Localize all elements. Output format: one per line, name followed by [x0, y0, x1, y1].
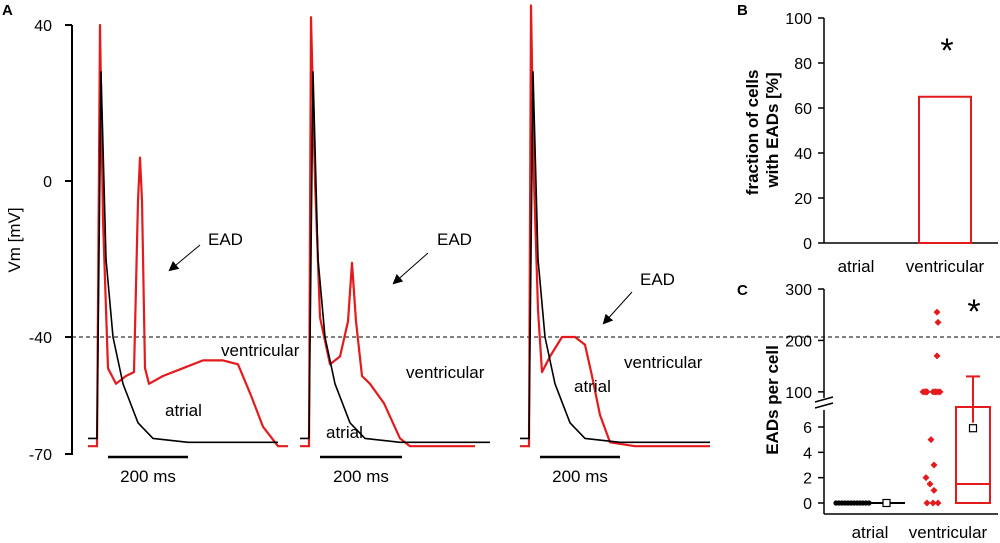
panel-a-y-ticks: 40 0 -40 -70 — [29, 18, 72, 464]
ventricular-point — [926, 480, 934, 488]
panel-b-y-ticks: 0 20 40 60 80 100 — [785, 11, 824, 253]
axis-break-marks — [814, 396, 834, 409]
ventricular-point — [936, 388, 944, 396]
atrial-trace-1 — [88, 71, 278, 444]
atrial-label-2: atrial — [326, 423, 363, 442]
ead-label-1: EAD — [208, 230, 243, 249]
atrial-label-3: atrial — [574, 377, 611, 396]
y-tick-label: 60 — [794, 101, 812, 118]
y-tick-label: 20 — [794, 191, 812, 208]
atrial-point — [866, 500, 872, 506]
ventricular-label-2: ventricular — [406, 363, 485, 382]
panel-b-bars — [918, 95, 972, 244]
ventricular-trace-1 — [88, 23, 288, 448]
panel-a: A 400-40-70 Vm [mV] 200 ms 200 ms 200 ms E… — [2, 2, 1000, 486]
panel-b: B 0 20 40 60 80 100 fraction of cells with EA… — [737, 2, 998, 276]
y-tick-label: -40 — [29, 330, 52, 347]
ventricular-point — [933, 352, 941, 360]
y-tick-label: 300 — [785, 282, 812, 299]
panel-c-y-ticks: 0 2 4 6 100 200 300 — [785, 282, 824, 513]
x-tick-label-atrial: atrial — [838, 257, 875, 276]
ead-arrow-1 — [168, 244, 201, 272]
panel-a-annotations: EAD EAD EAD ventricular atrial ventricular atr… — [165, 230, 703, 442]
axis-break-mark-bottom — [814, 402, 834, 409]
atrial-label-1: atrial — [165, 401, 202, 420]
y-tick-label: -70 — [29, 447, 52, 464]
panel-c-box-plots — [868, 375, 991, 508]
panel-b-significance-star: * — [940, 32, 953, 70]
panel-a-scalebars: 200 ms 200 ms 200 ms — [108, 455, 620, 486]
atrial-trace-3 — [520, 71, 710, 444]
ventricular-point — [927, 436, 935, 444]
ventricular-point — [922, 388, 930, 396]
ventricular-point — [934, 318, 942, 326]
panel-b-y-label: fraction of cells with EADs [%] — [743, 65, 782, 195]
panel-a-y-label: Vm [mV] — [5, 207, 24, 272]
ventricular-point — [930, 486, 938, 494]
ventricular-point — [929, 499, 937, 507]
y-tick-label: 80 — [794, 56, 812, 73]
x-tick-label-ventricular: ventricular — [909, 523, 988, 542]
ead-label-3: EAD — [640, 270, 675, 289]
panel-c-x-labels: atrial ventricular — [852, 523, 988, 542]
panel-c-label: C — [737, 282, 748, 299]
x-tick-label-atrial: atrial — [852, 523, 889, 542]
panel-c: C 0 2 4 6 100 200 300 EADs per cell atrial vent… — [737, 282, 998, 542]
scale-bar-label-1: 200 ms — [120, 467, 176, 486]
y-tick-label: 6 — [803, 420, 812, 437]
ventricular-label-3: ventricular — [624, 353, 703, 372]
panel-c-points — [833, 308, 944, 507]
ventricular-trace-3 — [520, 4, 710, 448]
ventricular-point — [933, 308, 941, 316]
y-tick-label: 100 — [785, 385, 812, 402]
y-tick-label: 0 — [43, 174, 52, 191]
panel-c-y-label: EADs per cell — [763, 345, 782, 455]
ventricular-point — [930, 461, 938, 469]
ventricular-label-1: ventricular — [221, 341, 300, 360]
y-tick-label: 0 — [803, 236, 812, 253]
y-tick-label: 2 — [803, 471, 812, 488]
y-tick-label: 40 — [794, 146, 812, 163]
panel-c-significance-star: * — [967, 293, 980, 331]
ead-arrow-3 — [602, 291, 633, 325]
scale-bar-label-3: 200 ms — [552, 467, 608, 486]
ventricular-point — [923, 499, 931, 507]
ventricular-point — [922, 474, 930, 482]
ead-label-2: EAD — [437, 230, 472, 249]
y-tick-label: 0 — [803, 496, 812, 513]
y-tick-label: 4 — [803, 445, 812, 462]
panel-b-y-label-line-1: fraction of cells — [743, 70, 762, 196]
atrial-mean-marker — [882, 498, 891, 508]
panel-a-label: A — [2, 2, 13, 19]
ventricular-point — [934, 499, 942, 507]
scale-bar-label-2: 200 ms — [333, 467, 389, 486]
y-tick-label: 40 — [34, 18, 52, 35]
ventricular-trace-2 — [300, 16, 475, 448]
panel-b-y-label-line-2: with EADs [%] — [763, 72, 782, 188]
bar-ventricular — [918, 95, 972, 244]
axis-break-mark-top — [814, 396, 834, 403]
ventricular-mean-marker — [968, 424, 978, 433]
panel-b-label: B — [737, 2, 748, 19]
ventricular-box-lower — [955, 406, 991, 504]
y-tick-label: 100 — [785, 11, 812, 28]
y-tick-label: 200 — [785, 333, 812, 350]
panel-b-x-labels: atrial ventricular — [838, 257, 985, 276]
atrial-trace-2 — [300, 71, 490, 444]
ventricular-point — [932, 388, 940, 396]
ead-arrow-2 — [392, 252, 429, 285]
x-tick-label-ventricular: ventricular — [906, 257, 985, 276]
panel-a-traces — [88, 4, 710, 448]
